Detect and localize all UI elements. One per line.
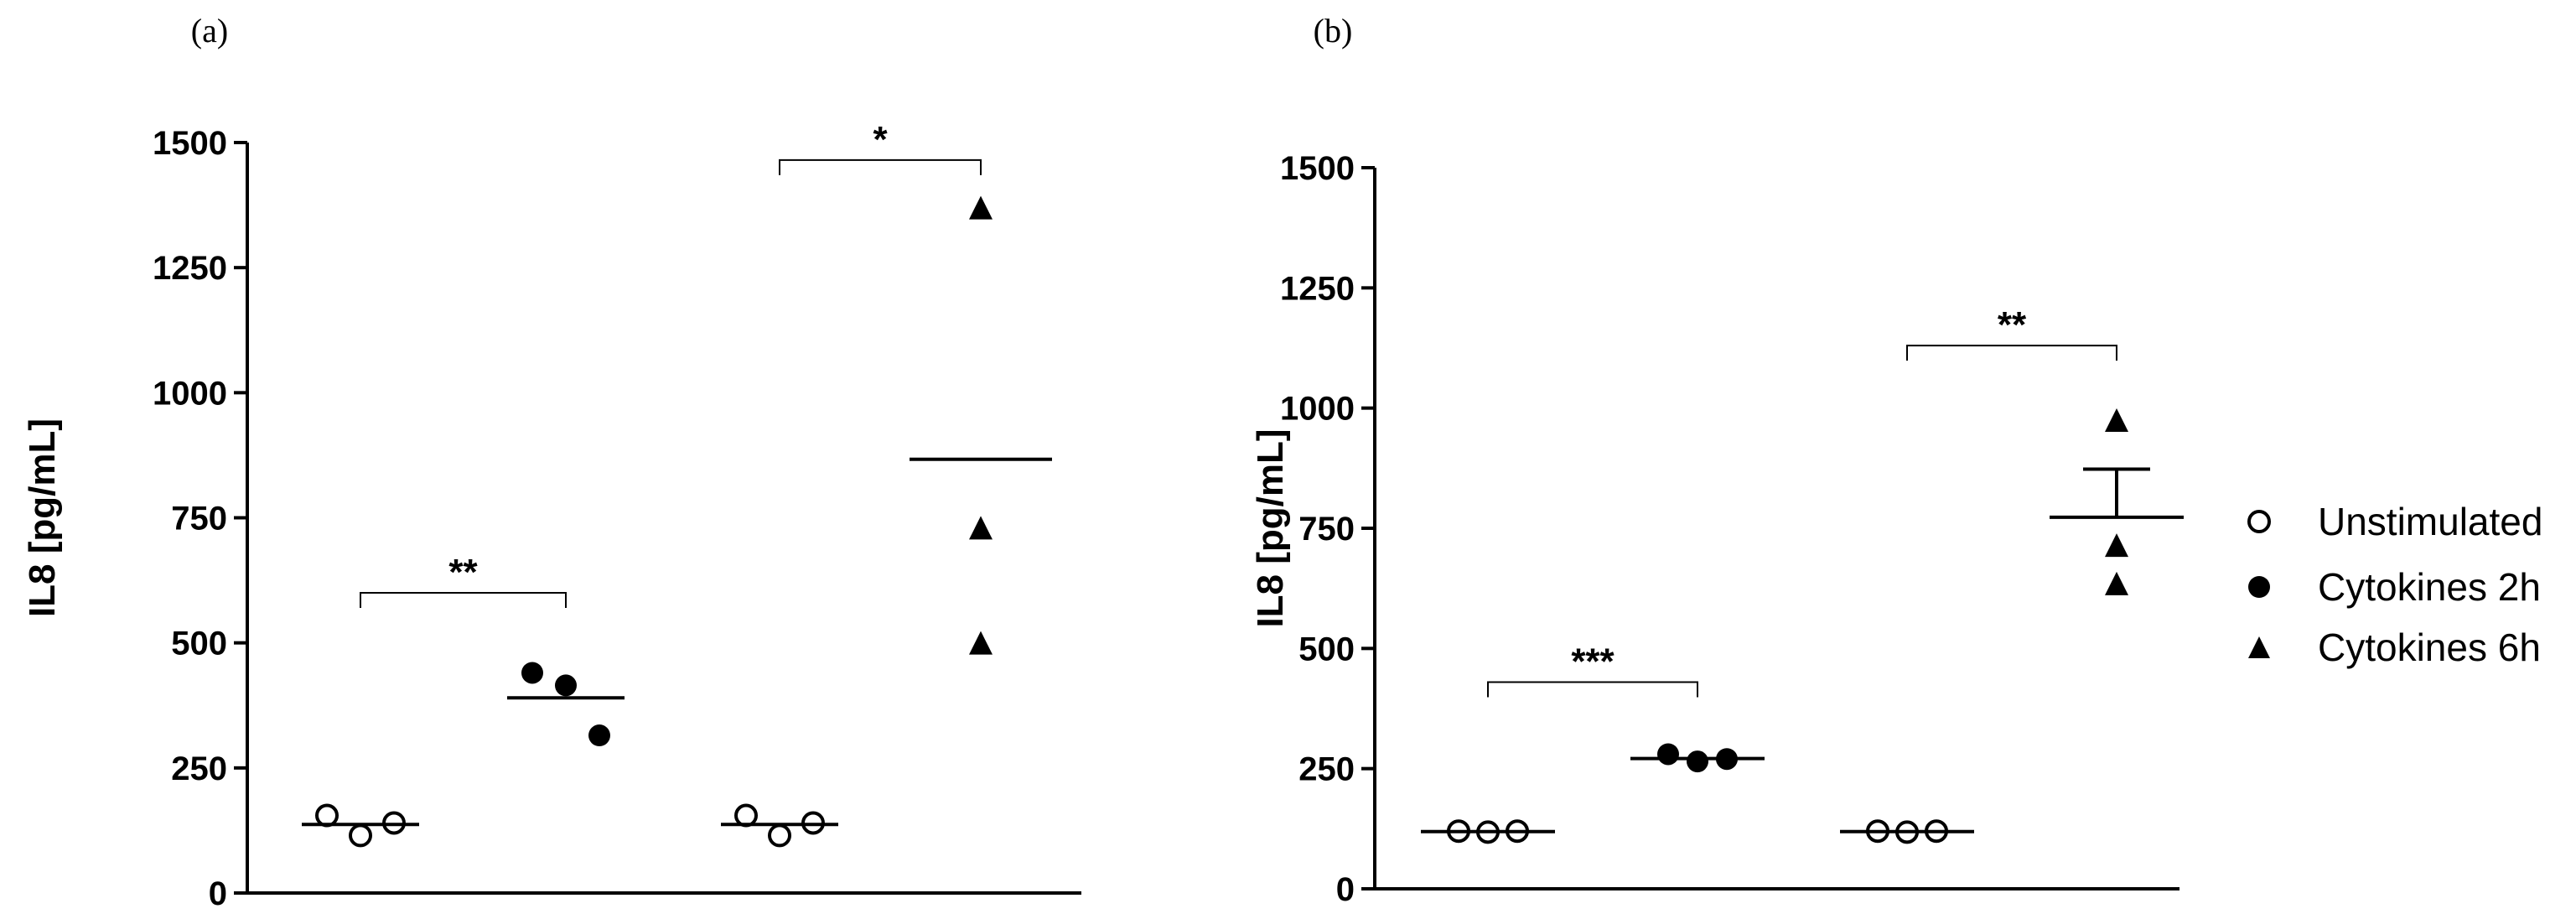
significance-bracket: ***: [1487, 641, 1698, 698]
y-tick-label: 1250: [1280, 270, 1355, 307]
significance-label: **: [1998, 304, 2027, 345]
data-point: [969, 631, 993, 655]
bracket-line: [779, 158, 982, 175]
data-point: [969, 516, 993, 540]
group-3: [2050, 408, 2184, 595]
data-point: [349, 823, 372, 848]
legend-marker: [2248, 636, 2270, 658]
y-tick-label: 0: [1336, 871, 1355, 908]
y-axis-label: IL8 [pg/mL]: [1250, 428, 1291, 627]
data-point: [588, 724, 610, 747]
y-tick-label: 500: [1298, 631, 1355, 667]
significance-bracket: **: [1906, 304, 2117, 361]
data-point: [2105, 533, 2128, 558]
bracket-line: [360, 592, 567, 608]
legend-marker: [2247, 510, 2271, 533]
group-2: [1840, 819, 1974, 844]
legend-item: Cytokines 2h: [2248, 565, 2541, 609]
data-point: [315, 803, 339, 828]
data-point: [2105, 571, 2128, 595]
significance-label: *: [873, 119, 888, 160]
data-point: [969, 195, 993, 220]
y-tick-label: 0: [209, 875, 227, 912]
significance-bracket: **: [360, 552, 567, 608]
y-tick-label: 1500: [153, 125, 227, 162]
group-2: [721, 803, 838, 848]
y-tick-label: 1000: [153, 375, 227, 412]
group-1: [1630, 743, 1765, 773]
legend-label: Cytokines 2h: [2318, 565, 2541, 609]
y-axis-label: IL8 [pg/mL]: [22, 418, 63, 617]
y-tick-label: 1500: [1280, 150, 1355, 187]
data-point: [2105, 408, 2128, 432]
data-point: [1687, 750, 1708, 773]
data-point: [521, 662, 543, 684]
group-0: [1421, 819, 1555, 844]
y-tick-label: 500: [171, 626, 227, 662]
bracket-line: [1906, 345, 2117, 361]
panel-letter: (a): [191, 12, 228, 49]
legend-item: Unstimulated: [2247, 500, 2542, 543]
y-tick-label: 250: [1298, 751, 1355, 788]
group-1: [507, 662, 625, 747]
panel-b: (b)IL8 [pg/mL]0250500750100012501500****…: [1250, 12, 2184, 908]
y-tick-label: 250: [171, 750, 227, 787]
data-point: [734, 803, 758, 828]
data-point: [555, 674, 577, 697]
data-point: [768, 823, 791, 848]
legend-marker: [2248, 576, 2270, 598]
group-3: [910, 195, 1052, 655]
group-0: [302, 803, 419, 848]
significance-bracket: *: [779, 119, 982, 175]
legend-label: Unstimulated: [2318, 500, 2542, 543]
significance-label: **: [448, 552, 478, 593]
legend-item: Cytokines 6h: [2248, 626, 2541, 669]
legend: Unstimulated Cytokines 2h Cytokines 6h: [2247, 500, 2542, 669]
y-tick-label: 1000: [1280, 391, 1355, 428]
significance-label: ***: [1571, 641, 1615, 682]
panel-letter: (b): [1314, 12, 1353, 49]
data-point: [1657, 743, 1679, 766]
legend-label: Cytokines 6h: [2318, 626, 2541, 669]
bracket-line: [1487, 681, 1698, 698]
y-tick-label: 750: [171, 501, 227, 537]
y-tick-label: 750: [1298, 511, 1355, 548]
y-tick-label: 1250: [153, 250, 227, 287]
